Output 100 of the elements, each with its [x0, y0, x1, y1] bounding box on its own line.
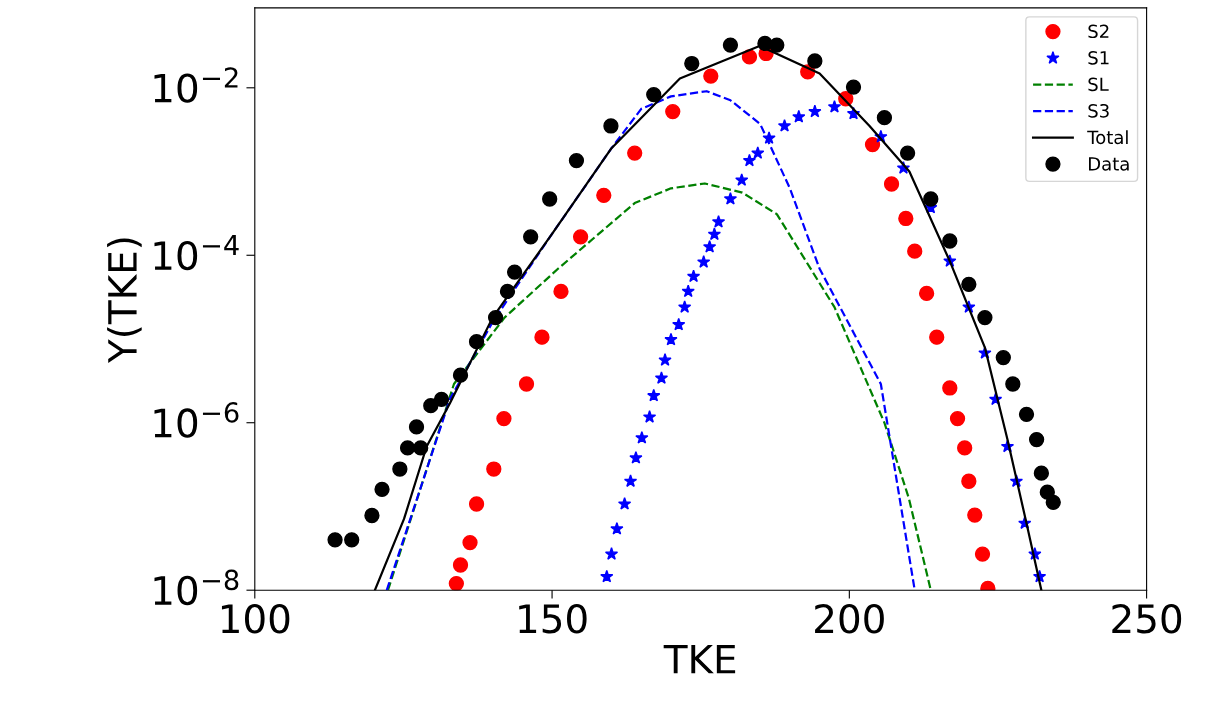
- point: [600, 569, 614, 583]
- y-axis-title: Y(TKE): [107, 238, 142, 364]
- point: [486, 461, 502, 477]
- point: [942, 380, 958, 396]
- point: [413, 440, 429, 456]
- point: [658, 353, 672, 366]
- point: [977, 309, 993, 326]
- point: [344, 532, 360, 548]
- point: [807, 53, 823, 69]
- x-axis-title: TKE: [663, 645, 736, 674]
- point: [468, 496, 485, 512]
- point: [918, 285, 935, 302]
- point: [617, 497, 632, 510]
- point: [1028, 431, 1045, 448]
- point: [684, 55, 700, 72]
- point: [399, 440, 416, 456]
- y-tick-label: 10$^{−4}$: [154, 235, 239, 271]
- point: [408, 419, 425, 435]
- point: [899, 145, 916, 161]
- point: [1005, 376, 1021, 392]
- point: [468, 333, 485, 350]
- point: [929, 329, 945, 345]
- point: [327, 532, 343, 548]
- point: [374, 481, 390, 498]
- point: [883, 176, 900, 192]
- point: [423, 397, 439, 414]
- point: [496, 410, 512, 427]
- point: [553, 283, 569, 300]
- point: [974, 546, 991, 562]
- point: [961, 473, 977, 489]
- point: [629, 450, 643, 464]
- point: [907, 243, 923, 259]
- point: [995, 349, 1011, 366]
- point: [723, 192, 738, 205]
- x-tick-label: 250: [1112, 604, 1182, 634]
- point: [610, 521, 624, 535]
- point: [664, 332, 678, 346]
- point: [678, 300, 692, 313]
- point: [864, 136, 881, 153]
- point: [642, 410, 657, 423]
- x-tick-label: 200: [815, 604, 884, 634]
- point: [769, 37, 785, 53]
- point: [604, 547, 619, 560]
- legend-label: S2: [1088, 24, 1109, 39]
- point: [845, 79, 862, 95]
- point: [949, 410, 966, 427]
- point: [452, 367, 469, 383]
- point: [735, 173, 749, 186]
- point: [627, 145, 643, 161]
- legend-label: SL: [1088, 77, 1109, 92]
- point: [518, 376, 535, 392]
- point: [808, 104, 822, 118]
- point: [672, 317, 686, 331]
- point: [711, 214, 726, 228]
- line-series: [385, 90, 916, 591]
- point: [751, 146, 765, 159]
- point: [792, 109, 806, 123]
- point: [572, 229, 589, 245]
- point: [534, 329, 550, 345]
- point: [1045, 494, 1061, 510]
- x-tick-label: 100: [221, 604, 290, 634]
- point: [681, 284, 695, 298]
- point: [646, 86, 662, 103]
- y-tick-label: 10$^{−2}$: [154, 67, 238, 103]
- point: [392, 461, 408, 477]
- point: [1033, 465, 1050, 481]
- point: [898, 210, 914, 227]
- point: [452, 557, 469, 573]
- x-tick-label: 150: [519, 604, 587, 634]
- point: [703, 68, 719, 84]
- point: [603, 118, 619, 134]
- point: [433, 391, 450, 408]
- legend-label: Total: [1087, 130, 1128, 145]
- point: [462, 534, 478, 551]
- point: [623, 474, 638, 488]
- y-tick-label: 10$^{−6}$: [154, 402, 239, 438]
- point: [542, 191, 558, 207]
- point: [827, 100, 842, 113]
- point: [654, 371, 669, 384]
- point: [448, 575, 464, 591]
- point: [697, 255, 711, 268]
- point: [364, 507, 380, 524]
- point: [942, 233, 958, 249]
- point: [967, 507, 983, 523]
- line-series: [386, 182, 932, 591]
- point: [523, 229, 539, 245]
- point: [923, 191, 939, 207]
- point: [961, 276, 977, 292]
- point: [707, 227, 722, 241]
- point: [596, 187, 612, 203]
- point: [702, 239, 717, 253]
- point: [487, 309, 504, 326]
- point: [686, 269, 701, 283]
- point: [1018, 406, 1035, 422]
- point: [665, 103, 681, 120]
- point: [741, 49, 758, 65]
- point: [647, 388, 661, 402]
- legend-label: S3: [1088, 103, 1109, 118]
- point: [499, 283, 516, 300]
- point: [722, 37, 739, 53]
